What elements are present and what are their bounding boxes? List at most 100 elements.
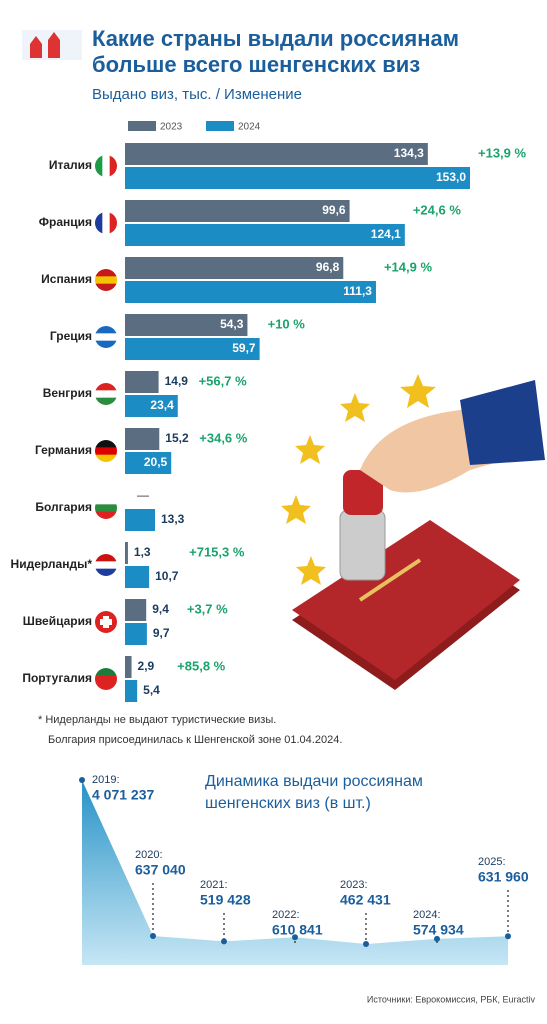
year-label: 2020: xyxy=(135,849,163,861)
bar xyxy=(125,599,147,621)
bar xyxy=(125,566,150,588)
point xyxy=(79,777,85,783)
category-label: Нидерланды* xyxy=(11,557,93,571)
value-label: 96,8 xyxy=(316,260,340,274)
change-label: +34,6 % xyxy=(199,430,248,445)
bar xyxy=(125,371,159,393)
change-label: +24,6 % xyxy=(413,202,462,217)
flag-stripe xyxy=(95,568,117,576)
value-label: 99,6 xyxy=(322,203,346,217)
year-label: 2019: xyxy=(92,774,120,786)
flag xyxy=(95,155,117,177)
category-label: Италия xyxy=(49,158,92,172)
flag-stripe xyxy=(95,383,117,391)
category-label: Болгария xyxy=(35,500,92,514)
value-label: 519 428 xyxy=(200,892,251,908)
change-label: +3,7 % xyxy=(187,601,228,616)
change-label: +85,8 % xyxy=(177,658,226,673)
change-label: +14,9 % xyxy=(384,259,433,274)
flag-stripe xyxy=(95,682,117,690)
change-label: +10 % xyxy=(268,316,306,331)
flag-stripe xyxy=(95,390,117,399)
value-label: 4 071 237 xyxy=(92,787,154,803)
flag-stripe xyxy=(95,155,103,177)
category-label: Испания xyxy=(41,272,92,286)
bar xyxy=(125,224,405,246)
flag-stripe xyxy=(95,625,117,633)
flag-stripe xyxy=(95,397,117,405)
flag xyxy=(95,554,117,576)
bar xyxy=(125,452,172,474)
category-label: Греция xyxy=(50,329,92,343)
value-label: 134,3 xyxy=(394,146,424,160)
value-label: 54,3 xyxy=(220,317,244,331)
value-label: 59,7 xyxy=(232,341,256,355)
bar xyxy=(125,143,428,165)
flag xyxy=(95,668,117,690)
subtitle: Выдано виз, тыс. / Изменение xyxy=(92,86,302,103)
flag-stripe xyxy=(95,447,117,456)
flag-stripe xyxy=(95,269,117,277)
flag-cross xyxy=(100,616,112,628)
flag xyxy=(95,497,117,519)
bar xyxy=(125,167,470,189)
change-label: +56,7 % xyxy=(199,373,248,388)
flag-stripe xyxy=(95,340,117,348)
flag-stripe xyxy=(109,155,117,177)
year-label: 2024: xyxy=(413,909,441,921)
value-label: — xyxy=(137,488,149,502)
value-label: 9,4 xyxy=(152,602,169,616)
area xyxy=(82,780,508,965)
flag-stripe xyxy=(109,212,117,234)
year-label: 2025: xyxy=(478,856,506,868)
flag-stripe xyxy=(95,554,117,562)
legend-swatch xyxy=(206,121,234,131)
year-label: 2023: xyxy=(340,879,368,891)
value-label: 9,7 xyxy=(153,626,170,640)
value-label: 462 431 xyxy=(340,892,391,908)
bar xyxy=(125,428,160,450)
flag xyxy=(95,383,117,405)
bar xyxy=(125,623,147,645)
bar xyxy=(125,656,132,678)
note: * Нидерланды не выдают туристические виз… xyxy=(38,714,276,726)
category-label: Португалия xyxy=(22,671,92,685)
value-label: 5,4 xyxy=(143,683,160,697)
value-label: 153,0 xyxy=(436,170,466,184)
flag-stripe xyxy=(95,675,117,684)
value-label: 631 960 xyxy=(478,869,529,885)
value-label: 610 841 xyxy=(272,922,323,938)
flag-stripe xyxy=(95,440,117,448)
change-label: +13,9 % xyxy=(478,145,527,160)
flag-stripe xyxy=(102,212,111,234)
category-label: Швейцария xyxy=(23,614,92,628)
change-label: +715,3 % xyxy=(189,544,245,559)
bar xyxy=(125,257,344,279)
source: Источники: Еврокомиссия, РБК, Euractiv xyxy=(367,994,536,1004)
value-label: 1,3 xyxy=(134,545,151,559)
illustration xyxy=(281,374,545,690)
category-label: Венгрия xyxy=(43,386,92,400)
flag-stripe xyxy=(95,504,117,513)
flag-stripe xyxy=(95,497,117,505)
flag xyxy=(95,326,117,348)
bar xyxy=(125,314,248,336)
flag-stripe xyxy=(95,326,117,334)
flag-stripe xyxy=(95,611,117,619)
flag xyxy=(95,440,117,462)
flag xyxy=(95,212,117,234)
flag-stripe xyxy=(95,454,117,462)
point xyxy=(221,938,227,945)
bar xyxy=(125,395,178,417)
value-label: 574 934 xyxy=(413,922,464,938)
year-label: 2022: xyxy=(272,909,300,921)
flag-stripe xyxy=(95,333,117,342)
legend-swatch xyxy=(128,121,156,131)
value-label: 10,7 xyxy=(155,569,179,583)
flag-stripe xyxy=(95,283,117,291)
value-label: 637 040 xyxy=(135,862,186,878)
point xyxy=(292,934,298,941)
point xyxy=(363,940,369,947)
year-label: 2021: xyxy=(200,879,228,891)
